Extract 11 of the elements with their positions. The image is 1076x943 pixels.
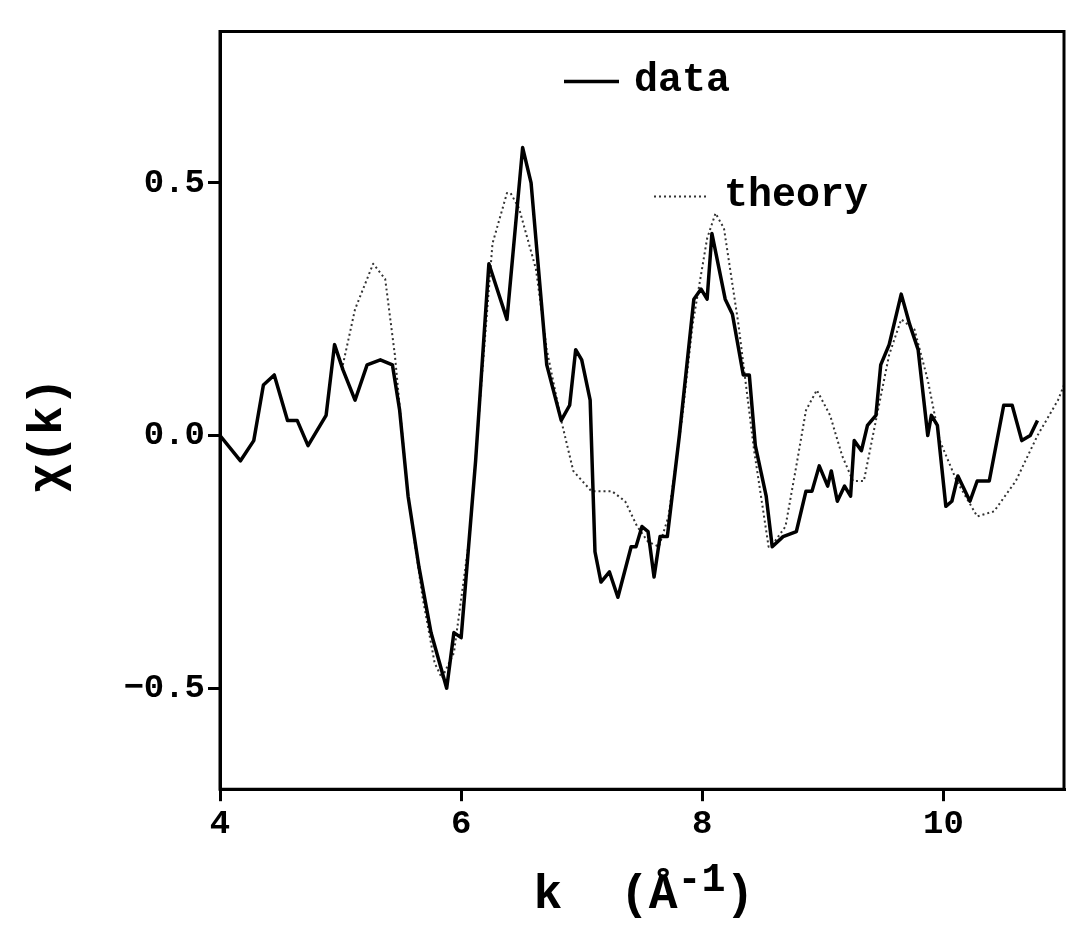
x-tick-label: 8 <box>692 805 713 844</box>
y-tick-label: 0.0 <box>143 416 205 455</box>
x-tick-label: 10 <box>923 805 964 844</box>
y-axis-title: χ(k) <box>21 376 75 495</box>
x-axis-title: k (Å$^{-1}$) <box>532 858 756 922</box>
legend-label: data <box>634 58 731 104</box>
x-tick-label: 6 <box>450 805 472 844</box>
y-tick-label: −0.5 <box>123 668 205 707</box>
legend-label: theory <box>724 173 869 219</box>
y-tick-label: 0.5 <box>143 163 205 202</box>
x-tick-label: 4 <box>209 805 231 844</box>
